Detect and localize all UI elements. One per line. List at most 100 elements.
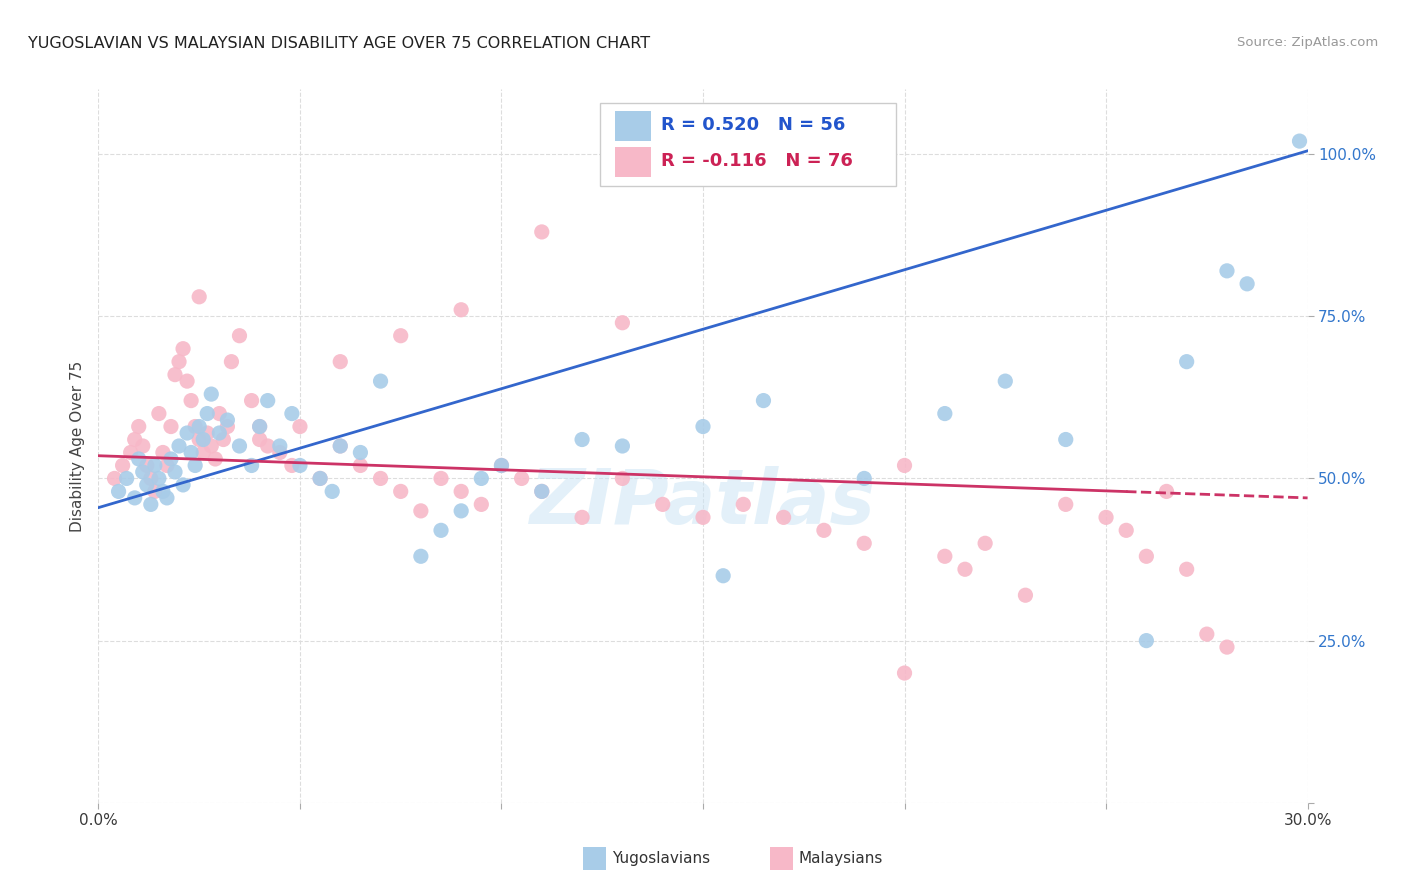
Point bbox=[193, 433, 215, 447]
Point bbox=[1095, 510, 1118, 524]
Point bbox=[329, 439, 352, 453]
Point bbox=[240, 458, 263, 473]
Point bbox=[1175, 354, 1198, 368]
Point bbox=[1175, 562, 1198, 576]
FancyBboxPatch shape bbox=[600, 103, 897, 186]
Point bbox=[571, 510, 593, 524]
Point bbox=[195, 407, 218, 421]
Point bbox=[156, 491, 179, 505]
Point bbox=[132, 439, 155, 453]
Point bbox=[1216, 640, 1239, 654]
Point bbox=[1054, 497, 1077, 511]
Point bbox=[180, 445, 202, 459]
Point bbox=[1195, 627, 1218, 641]
Point bbox=[530, 225, 553, 239]
Point bbox=[132, 465, 155, 479]
Point bbox=[148, 471, 170, 485]
Point bbox=[370, 471, 392, 485]
Point bbox=[188, 419, 211, 434]
Point bbox=[329, 354, 352, 368]
Point bbox=[853, 536, 876, 550]
Point bbox=[256, 393, 278, 408]
Point bbox=[389, 328, 412, 343]
Point bbox=[128, 419, 150, 434]
Point bbox=[450, 302, 472, 317]
Point bbox=[430, 471, 453, 485]
Text: Yugoslavians: Yugoslavians bbox=[612, 852, 710, 866]
Point bbox=[221, 354, 243, 368]
Point bbox=[135, 458, 157, 473]
Point bbox=[152, 484, 174, 499]
Point bbox=[309, 471, 332, 485]
Point bbox=[172, 342, 194, 356]
Point bbox=[228, 439, 250, 453]
Point bbox=[853, 471, 876, 485]
Point bbox=[115, 471, 138, 485]
Point bbox=[612, 471, 634, 485]
Point bbox=[450, 504, 472, 518]
Point bbox=[571, 433, 593, 447]
Point bbox=[163, 465, 186, 479]
Point bbox=[288, 419, 311, 434]
Point bbox=[692, 419, 714, 434]
Point bbox=[212, 433, 235, 447]
Point bbox=[530, 484, 553, 499]
Point bbox=[204, 452, 226, 467]
Point bbox=[1054, 433, 1077, 447]
Point bbox=[491, 458, 513, 473]
Point bbox=[530, 484, 553, 499]
Point bbox=[167, 439, 190, 453]
Text: Source: ZipAtlas.com: Source: ZipAtlas.com bbox=[1237, 36, 1378, 49]
Point bbox=[184, 458, 207, 473]
Point bbox=[111, 458, 134, 473]
Bar bbox=[614, 147, 651, 177]
Point bbox=[208, 425, 231, 440]
Point bbox=[160, 452, 183, 467]
Point bbox=[974, 536, 997, 550]
Point bbox=[217, 419, 239, 434]
Point bbox=[249, 419, 271, 434]
Point bbox=[195, 425, 218, 440]
Point bbox=[409, 549, 432, 564]
Point bbox=[349, 458, 371, 473]
Bar bbox=[614, 111, 651, 141]
Point bbox=[612, 439, 634, 453]
Point bbox=[217, 413, 239, 427]
Point bbox=[1216, 264, 1239, 278]
Point bbox=[139, 497, 162, 511]
Point bbox=[953, 562, 976, 576]
Point bbox=[1156, 484, 1178, 499]
Point bbox=[107, 484, 129, 499]
Point bbox=[143, 484, 166, 499]
Point bbox=[240, 393, 263, 408]
Point bbox=[148, 407, 170, 421]
Point bbox=[470, 471, 492, 485]
Point bbox=[752, 393, 775, 408]
Point bbox=[180, 393, 202, 408]
Point bbox=[893, 666, 915, 681]
Text: R = -0.116   N = 76: R = -0.116 N = 76 bbox=[661, 153, 852, 170]
Point bbox=[389, 484, 412, 499]
Point bbox=[893, 458, 915, 473]
Point bbox=[208, 407, 231, 421]
Point bbox=[200, 387, 222, 401]
Point bbox=[692, 510, 714, 524]
Point bbox=[249, 419, 271, 434]
Point bbox=[269, 439, 291, 453]
Point bbox=[994, 374, 1017, 388]
Text: R = 0.520   N = 56: R = 0.520 N = 56 bbox=[661, 116, 845, 134]
Point bbox=[321, 484, 343, 499]
Point bbox=[1288, 134, 1310, 148]
Y-axis label: Disability Age Over 75: Disability Age Over 75 bbox=[70, 360, 86, 532]
Point bbox=[163, 368, 186, 382]
Point bbox=[176, 425, 198, 440]
Point bbox=[1115, 524, 1137, 538]
Point bbox=[934, 407, 956, 421]
Point bbox=[200, 439, 222, 453]
Point bbox=[176, 374, 198, 388]
Point bbox=[612, 316, 634, 330]
Point bbox=[188, 433, 211, 447]
Point bbox=[172, 478, 194, 492]
Point bbox=[813, 524, 835, 538]
Point bbox=[934, 549, 956, 564]
